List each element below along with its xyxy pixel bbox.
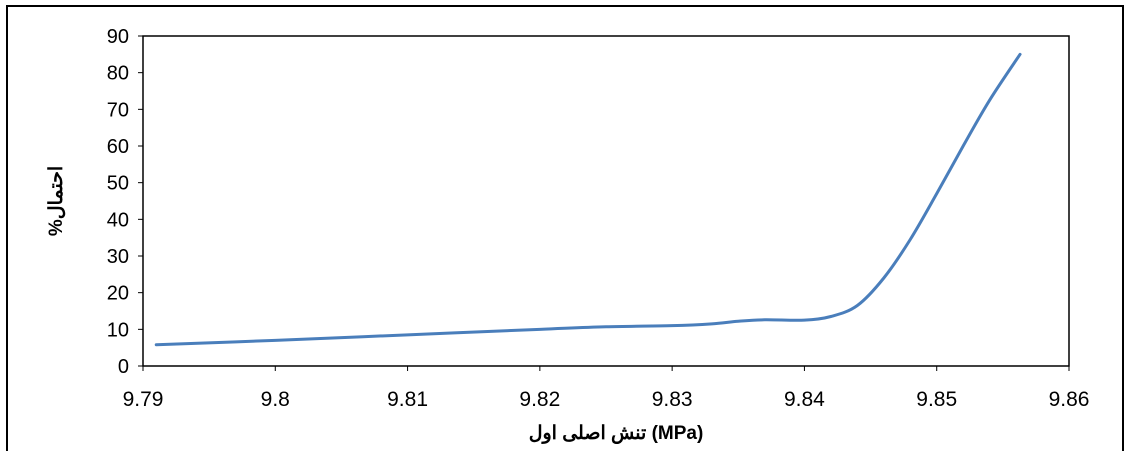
- y-axis-ticks: 0 10 20 30 40 50 60 70 80 90: [107, 26, 143, 378]
- y-tick-label: 0: [118, 356, 129, 378]
- y-tick-label: 50: [107, 173, 129, 195]
- y-tick-label: 10: [107, 319, 129, 341]
- x-tick-label: 9.79: [123, 388, 164, 411]
- y-tick-label: 20: [107, 283, 129, 305]
- y-tick-label: 70: [107, 99, 129, 121]
- x-tick-label: 9.85: [916, 388, 957, 411]
- x-tick-label: 9.81: [387, 388, 428, 411]
- x-axis-title: تنش اصلی اول (MPa): [529, 423, 704, 444]
- x-axis-ticks: 9.79 9.8 9.81 9.82 9.83 9.84 9.85 9.86: [123, 366, 1090, 411]
- y-tick-label: 30: [107, 246, 129, 268]
- y-tick-label: 80: [107, 63, 129, 85]
- x-tick-label: 9.8: [261, 388, 290, 411]
- x-tick-label: 9.86: [1049, 388, 1090, 411]
- chart-outer-border: [6, 5, 1124, 451]
- x-tick-label: 9.82: [519, 388, 560, 411]
- series-group: [154, 52, 1022, 347]
- x-tick-label: 9.83: [652, 388, 693, 411]
- y-axis-title: %احتمال: [46, 166, 67, 236]
- y-tick-label: 40: [107, 209, 129, 231]
- plot-area: [142, 35, 1070, 367]
- series-line-0: [154, 52, 1022, 347]
- y-tick-label: 60: [107, 136, 129, 158]
- y-tick-label: 90: [107, 26, 129, 48]
- x-tick-label: 9.84: [784, 388, 825, 411]
